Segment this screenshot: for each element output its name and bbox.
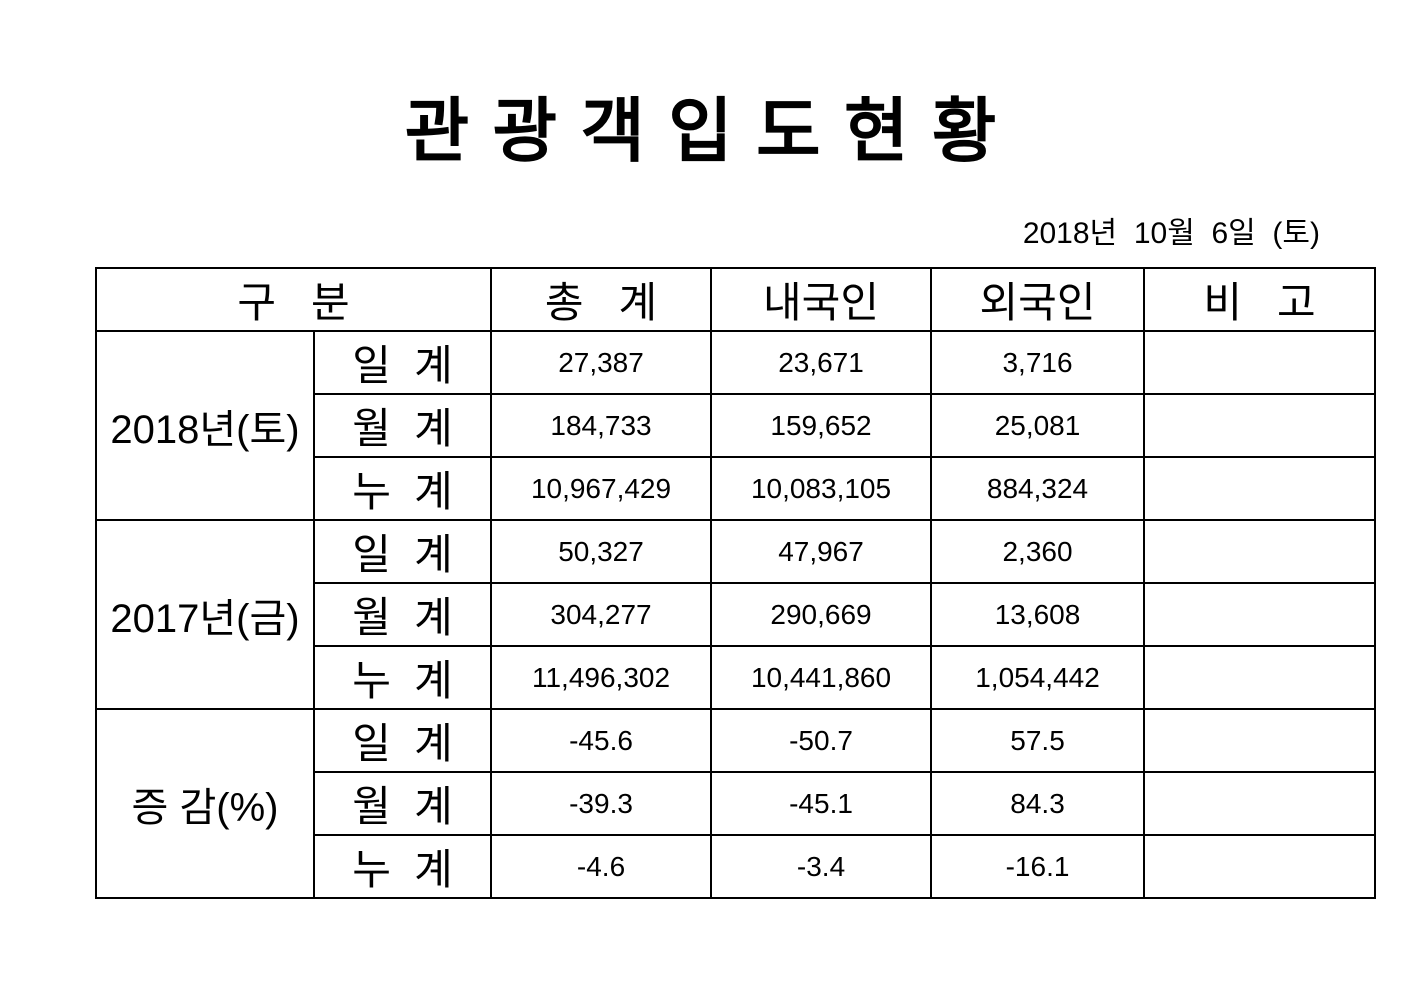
total-value-cell: -39.3 (490, 771, 713, 836)
table-row: 누 계 10,967,429 10,083,105 884,324 (96, 456, 1377, 521)
remarks-cell (1143, 519, 1377, 584)
foreign-value-cell: 2,360 (930, 519, 1146, 584)
remarks-cell (1143, 645, 1377, 710)
table-row: 월 계 184,733 159,652 25,081 (96, 393, 1377, 458)
total-value-cell: 184,733 (490, 393, 713, 458)
table-row: 증 감(%) 일 계 -45.6 -50.7 57.5 (95, 708, 1377, 899)
total-value-cell: 50,327 (490, 519, 713, 584)
total-value-cell: -4.6 (490, 834, 713, 899)
header-category: 구 분 (94, 267, 493, 332)
table-row: 누 계 -4.6 -3.4 -16.1 (96, 834, 1377, 899)
row-label-cell: 누 계 (312, 645, 493, 710)
header-domestic: 내국인 (710, 267, 933, 332)
domestic-value-cell: 23,671 (710, 330, 933, 395)
remarks-cell (1143, 582, 1377, 647)
row-label-cell: 누 계 (312, 834, 493, 899)
header-remarks: 비 고 (1143, 267, 1377, 332)
report-date: 2018년 10월 6일 (토) (1022, 217, 1320, 250)
remarks-cell (1143, 393, 1377, 458)
table-row: 월 계 304,277 290,669 13,608 (96, 582, 1377, 647)
page-title: 관 광 객 입 도 현 황 (404, 92, 999, 170)
foreign-value-cell: -16.1 (930, 834, 1146, 899)
domestic-value-cell: -45.1 (710, 771, 933, 836)
year-cell: 2018년(토) (95, 330, 315, 521)
foreign-value-cell: 57.5 (930, 708, 1146, 773)
header-total: 총 계 (490, 267, 713, 332)
domestic-value-cell: 10,083,105 (710, 456, 933, 521)
foreign-value-cell: 884,324 (930, 456, 1146, 521)
year-cell: 증 감(%) (95, 708, 315, 899)
row-label-cell: 일 계 (312, 330, 493, 395)
total-value-cell: 11,496,302 (490, 645, 713, 710)
header-foreign: 외국인 (930, 267, 1146, 332)
table-row: 2017년(금) 일 계 50,327 47,967 2,360 (95, 519, 1377, 710)
year-cell: 2017년(금) (95, 519, 315, 710)
foreign-value-cell: 84.3 (930, 771, 1146, 836)
remarks-cell (1143, 330, 1377, 395)
domestic-value-cell: -3.4 (710, 834, 933, 899)
table-row: 월 계 -39.3 -45.1 84.3 (96, 771, 1377, 836)
table-row: 누 계 11,496,302 10,441,860 1,054,442 (96, 645, 1377, 710)
domestic-value-cell: 47,967 (710, 519, 933, 584)
row-label-cell: 일 계 (312, 708, 493, 773)
foreign-value-cell: 13,608 (930, 582, 1146, 647)
domestic-value-cell: 290,669 (710, 582, 933, 647)
row-label-cell: 누 계 (312, 456, 493, 521)
row-label-cell: 일 계 (312, 519, 493, 584)
row-label-cell: 월 계 (312, 771, 493, 836)
remarks-cell (1143, 834, 1377, 899)
remarks-cell (1143, 771, 1377, 836)
foreign-value-cell: 25,081 (930, 393, 1146, 458)
table-row: 2018년(토) 일 계 27,387 23,671 3,716 (95, 330, 1377, 521)
header-row: 구 분 총 계 내국인 외국인 비 고 (94, 267, 1377, 332)
total-value-cell: 27,387 (490, 330, 713, 395)
tourist-arrivals-table: 구 분 총 계 내국인 외국인 비 고 2018년(토) 일 계 27,387 … (94, 267, 1377, 899)
total-value-cell: 10,967,429 (490, 456, 713, 521)
foreign-value-cell: 3,716 (930, 330, 1146, 395)
foreign-value-cell: 1,054,442 (930, 645, 1146, 710)
total-value-cell: -45.6 (490, 708, 713, 773)
remarks-cell (1143, 456, 1377, 521)
remarks-cell (1143, 708, 1377, 773)
row-label-cell: 월 계 (312, 393, 493, 458)
domestic-value-cell: 10,441,860 (710, 645, 933, 710)
row-label-cell: 월 계 (312, 582, 493, 647)
domestic-value-cell: -50.7 (710, 708, 933, 773)
domestic-value-cell: 159,652 (710, 393, 933, 458)
total-value-cell: 304,277 (490, 582, 713, 647)
